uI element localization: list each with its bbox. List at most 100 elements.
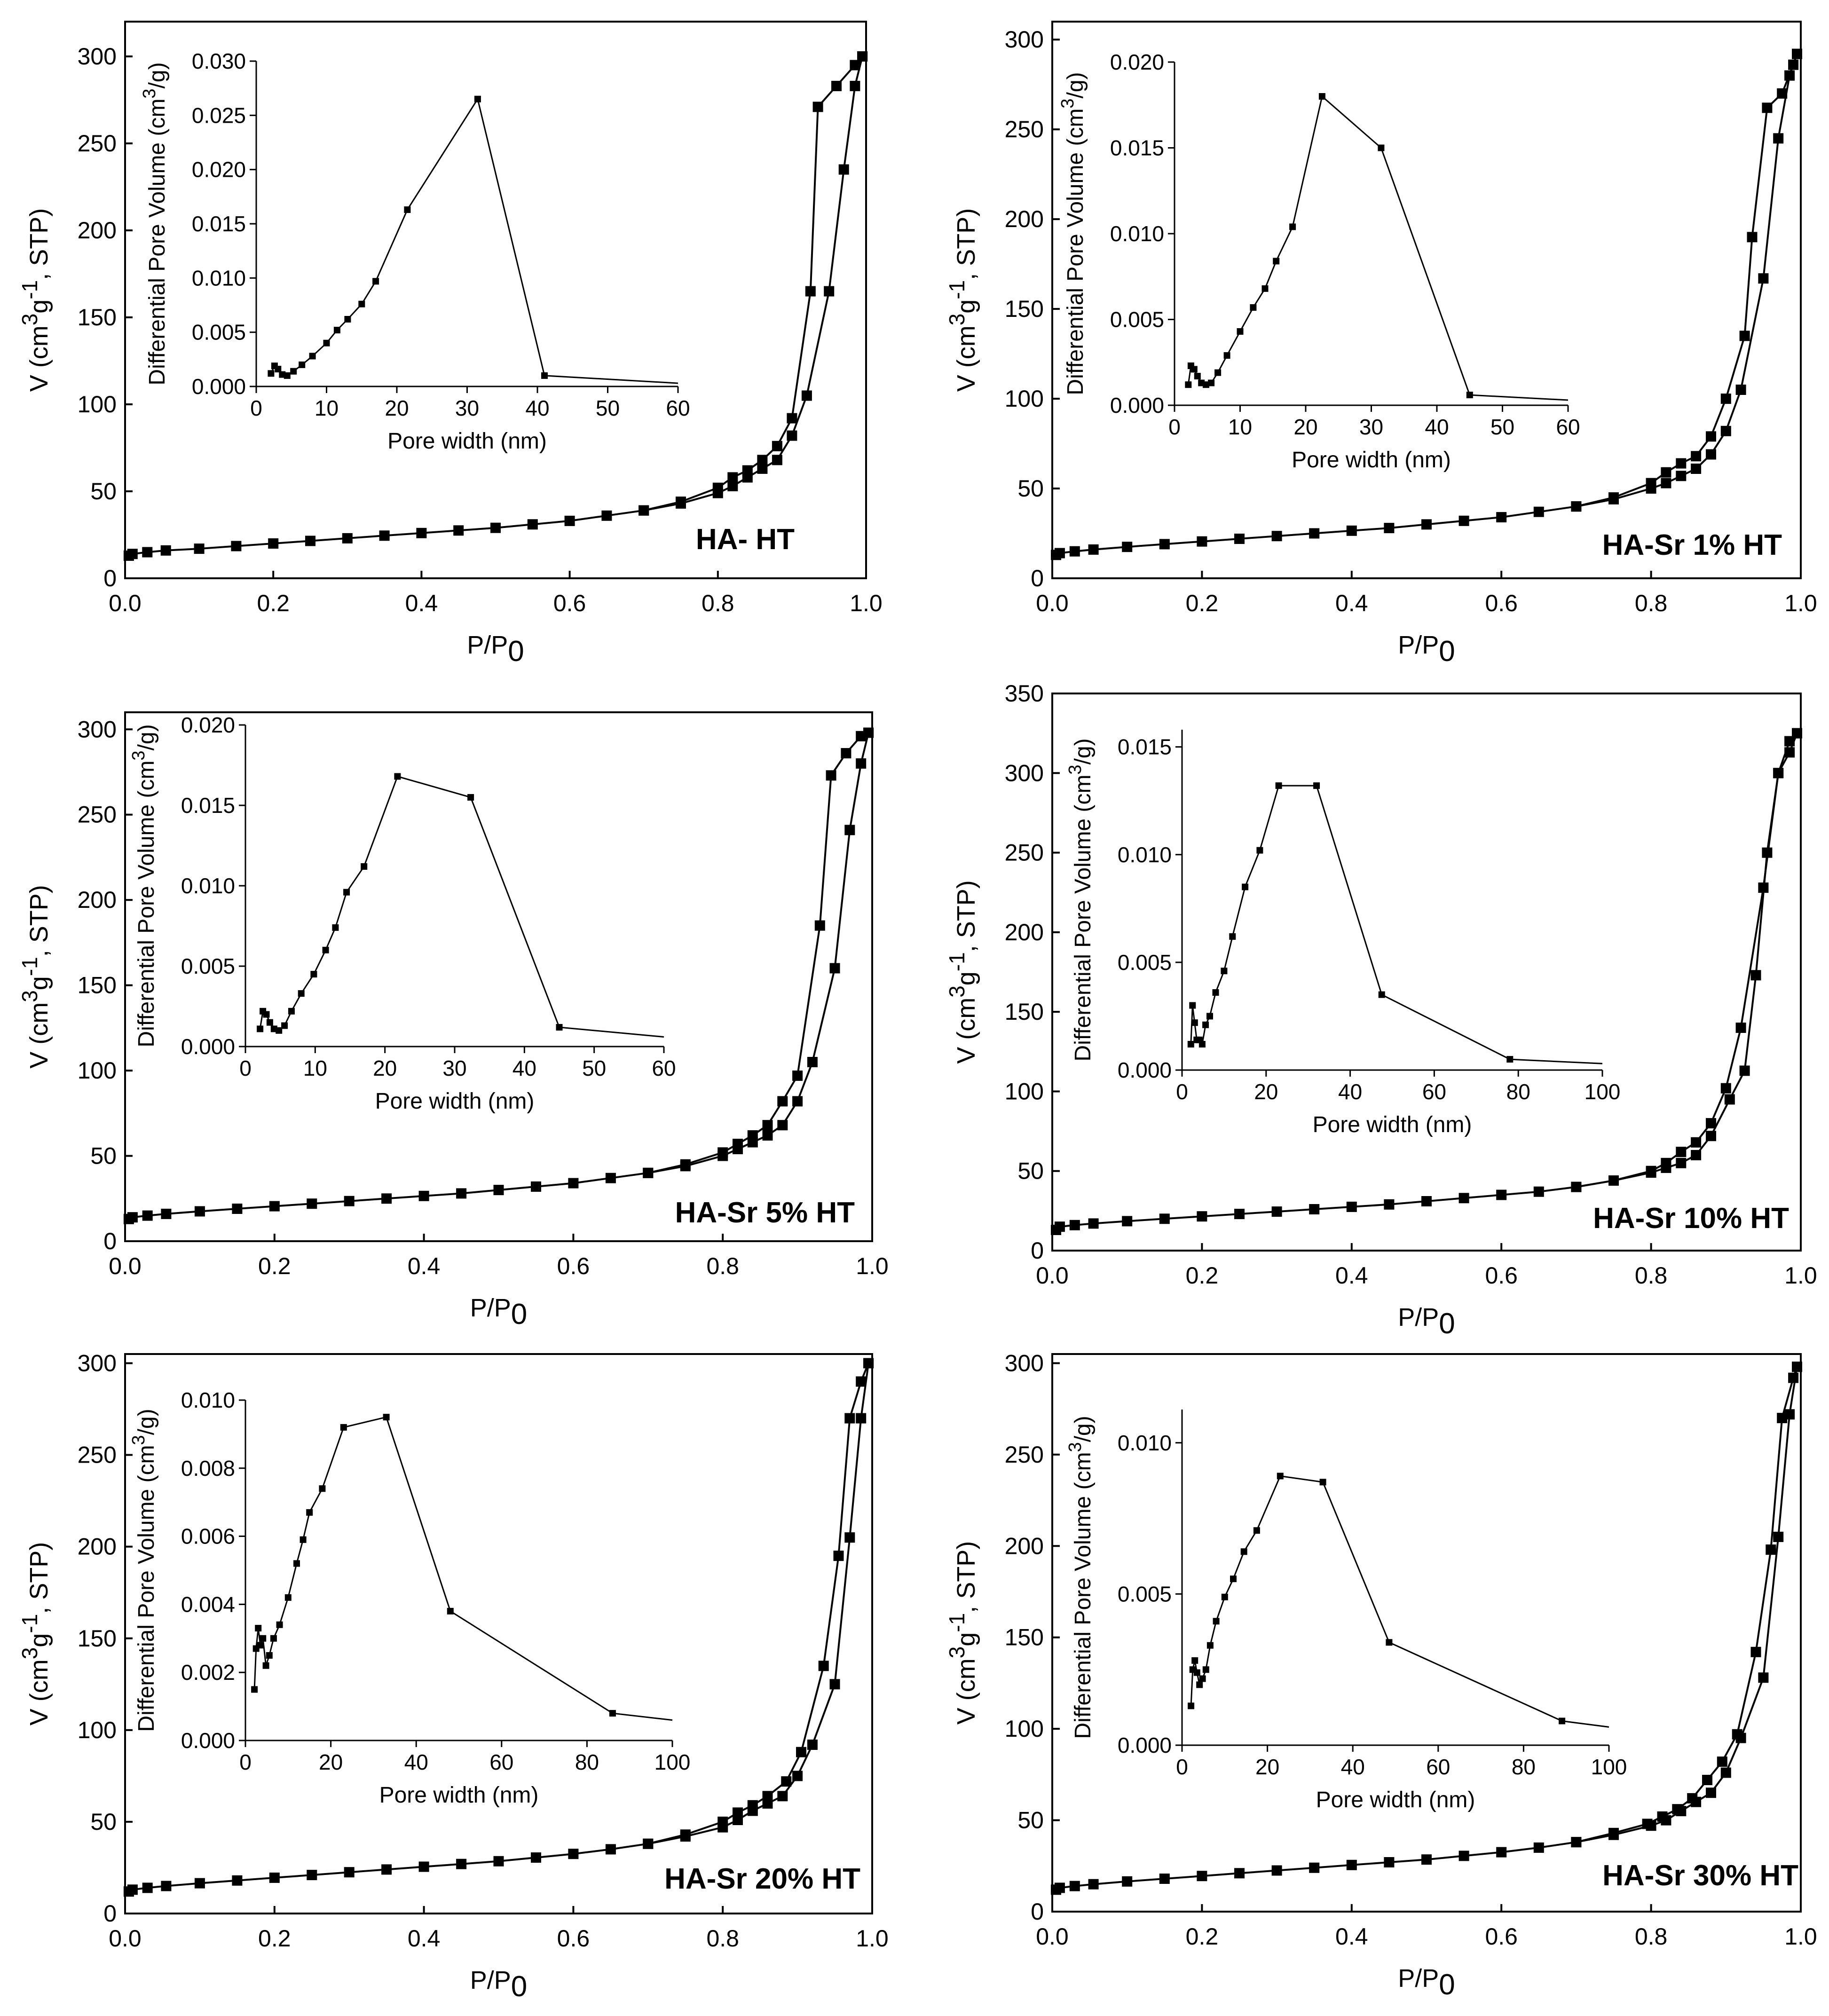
y-axis-title-part: , STP): [25, 208, 53, 280]
isotherm-panel-6: 0.0 0.2 0.4 0.6 0.8 1.0050100150200250300P/P0…: [945, 1350, 1817, 2001]
inset-x-axis-title: Pore width (nm): [375, 1089, 535, 1114]
y-axis-title-part: , STP): [952, 1541, 980, 1613]
pore-distribution-point: [1386, 1639, 1393, 1646]
pore-distribution-point: [1275, 782, 1282, 789]
inset-x-tick-label: 40: [404, 1750, 428, 1774]
pore-distribution-point: [306, 1509, 313, 1516]
x-axis-title-main: P/P: [467, 631, 508, 659]
x-tick-label: 0.2: [258, 1925, 291, 1952]
adsorption-point: [1346, 1859, 1357, 1870]
adsorption-point: [1346, 525, 1357, 536]
adsorption-point: [231, 541, 242, 551]
y-axis-title-sup: -1: [17, 280, 42, 299]
pore-distribution-point: [1313, 782, 1320, 789]
y-tick-label: 100: [1005, 386, 1044, 412]
desorption-point: [833, 1551, 844, 1561]
adsorption-point: [1346, 1201, 1357, 1212]
adsorption-point: [232, 1204, 243, 1214]
y-axis-title-part: g: [952, 299, 980, 314]
adsorption-point: [801, 390, 812, 401]
inset-x-tick-label: 80: [575, 1750, 599, 1774]
inset-y-axis-title-sup: 3: [1065, 764, 1085, 774]
pore-distribution-point: [1506, 1056, 1514, 1063]
adsorption-point: [268, 538, 279, 549]
adsorption-point: [344, 1196, 355, 1206]
adsorption-point: [1533, 506, 1544, 517]
plot-frame: [124, 21, 867, 579]
adsorption-point: [342, 533, 353, 543]
desorption-point: [772, 441, 782, 451]
adsorption-point: [379, 530, 390, 541]
inset-y-axis-title-sup: 3: [129, 750, 149, 760]
y-tick-label: 50: [90, 478, 117, 504]
y-tick-label: 300: [1005, 760, 1044, 786]
adsorption-point: [1533, 1186, 1544, 1197]
inset-x-axis-title: Pore width (nm): [387, 429, 547, 454]
pore-distribution-point: [281, 1022, 288, 1029]
x-tick-label: 0.2: [257, 590, 290, 616]
y-tick-label: 50: [90, 1809, 117, 1835]
desorption-point: [747, 1130, 758, 1141]
pore-distribution-point: [1221, 968, 1228, 975]
y-axis-title-sup: 3: [17, 990, 42, 1002]
x-tick-label: 0.4: [405, 590, 438, 616]
desorption-point: [792, 1071, 803, 1081]
inset-x-axis-title: Pore width (nm): [1292, 448, 1451, 472]
inset-x-tick-label: 100: [1585, 1079, 1621, 1104]
desorption-point: [680, 1829, 691, 1840]
inset-x-axis-title: Pore width (nm): [1316, 1788, 1475, 1812]
adsorption-point: [1271, 531, 1282, 542]
pore-distribution-point: [310, 971, 317, 978]
x-tick-label: 0.4: [1335, 590, 1368, 616]
x-axis-title: P/P0: [470, 1966, 528, 2003]
x-tick-label: 0.6: [553, 590, 586, 616]
y-axis-title: V (cm3g-1, STP): [17, 1542, 53, 1726]
inset-x-tick-label: 50: [582, 1056, 606, 1080]
x-tick-label: 1.0: [856, 1253, 889, 1279]
adsorption-point: [1122, 1216, 1133, 1227]
adsorption-point: [1309, 1204, 1320, 1214]
inset-y-tick-label: 0.010: [181, 874, 235, 898]
inset-x-tick-label: 50: [1490, 415, 1514, 439]
pore-distribution-point: [322, 946, 329, 953]
inset-x-tick-label: 0: [1176, 1079, 1188, 1104]
x-axis-title-sub: 0: [1439, 1307, 1455, 1340]
x-tick-label: 0.4: [408, 1253, 441, 1279]
adsorption-point: [1384, 1199, 1395, 1210]
y-tick-label: 250: [1005, 840, 1044, 866]
plot-frame: [1051, 1353, 1802, 1913]
pore-distribution-point: [361, 863, 368, 870]
plot-frame: [1051, 21, 1802, 579]
adsorption-point: [1054, 1221, 1065, 1232]
inset-x-tick-label: 40: [525, 396, 549, 420]
y-axis-title-sup: 3: [17, 314, 42, 326]
adsorption-point: [601, 510, 612, 521]
isotherm-panel-2: 0.0 0.2 0.4 0.6 0.8 1.0050100150200250300P/P0…: [945, 21, 1817, 668]
pore-distribution-point: [266, 1019, 273, 1026]
inset-x-tick-label: 20: [1255, 1755, 1279, 1779]
pore-distribution-point: [268, 370, 275, 377]
adsorption-point: [1720, 1083, 1731, 1094]
adsorption-point: [605, 1173, 616, 1183]
inset-x-tick-label: 20: [1293, 415, 1317, 439]
pore-distribution-point: [1223, 352, 1230, 359]
y-axis-title-sup: -1: [945, 280, 969, 299]
adsorption-point: [1309, 528, 1320, 539]
inset-y-tick-label: 0.000: [192, 374, 246, 399]
desorption-point: [1608, 492, 1619, 503]
desorption-point: [1792, 48, 1802, 59]
inset-y-tick-label: 0.015: [1110, 136, 1164, 160]
inset-y-axis-title: Differential Pore Volume (cm3/g): [129, 724, 159, 1047]
desorption-point: [1691, 1150, 1702, 1160]
adsorption-point: [838, 164, 849, 175]
y-axis-title-part: , STP): [952, 880, 980, 952]
pore-distribution-point: [1273, 258, 1280, 265]
inset-x-tick-label: 10: [1228, 415, 1252, 439]
desorption-point: [639, 505, 649, 516]
inset-x-tick-label: 40: [1341, 1755, 1365, 1779]
pore-distribution-point: [343, 889, 350, 896]
adsorption-point: [531, 1181, 541, 1192]
desorption-point: [727, 472, 738, 483]
x-tick-label: 0.0: [1036, 1923, 1069, 1950]
adsorption-point: [856, 758, 867, 769]
